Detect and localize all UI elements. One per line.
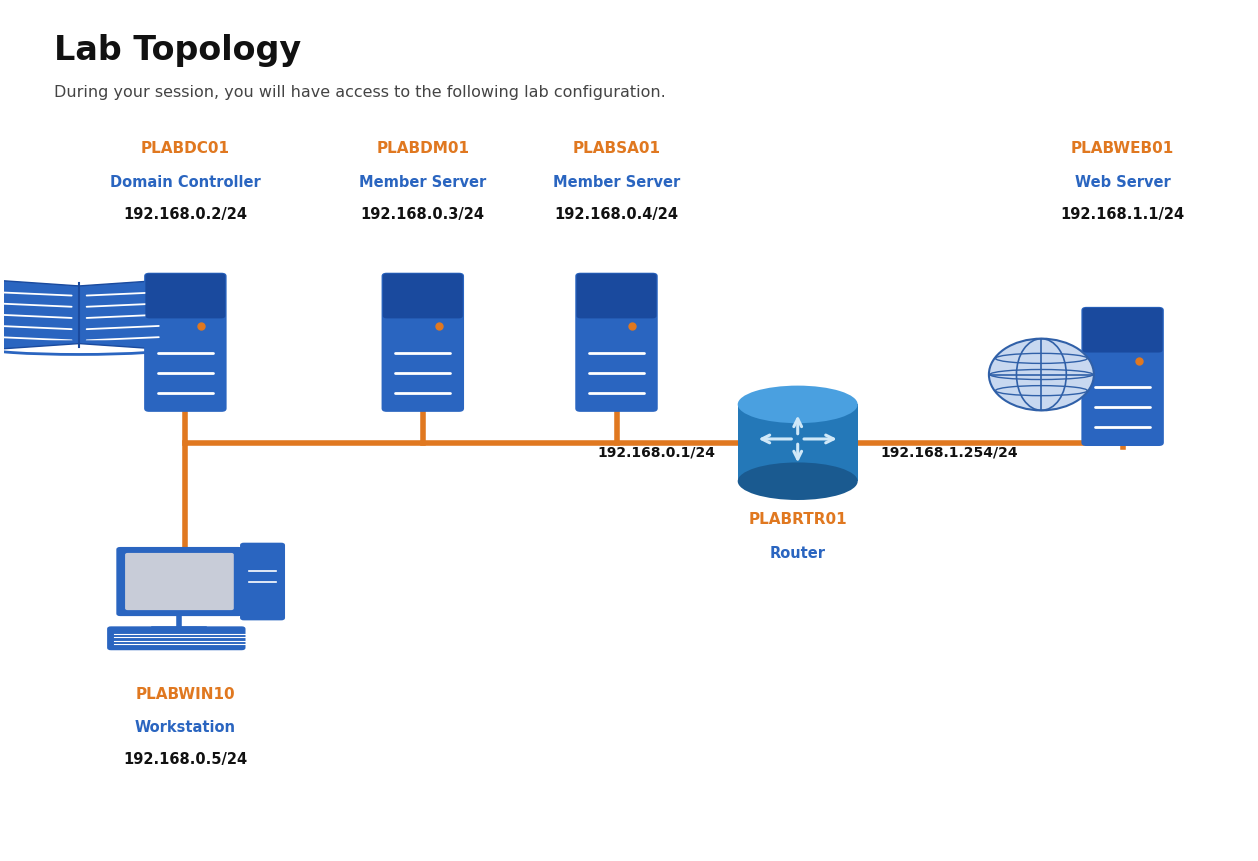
Text: Domain Controller: Domain Controller xyxy=(109,175,260,189)
FancyBboxPatch shape xyxy=(145,274,226,412)
Text: During your session, you will have access to the following lab configuration.: During your session, you will have acces… xyxy=(54,85,665,100)
Text: Router: Router xyxy=(770,546,825,561)
Text: 192.168.0.3/24: 192.168.0.3/24 xyxy=(361,208,484,222)
Polygon shape xyxy=(0,280,79,350)
FancyBboxPatch shape xyxy=(575,274,658,412)
FancyBboxPatch shape xyxy=(125,554,234,610)
Text: PLABWIN10: PLABWIN10 xyxy=(136,686,235,702)
FancyBboxPatch shape xyxy=(381,274,464,412)
Text: Lab Topology: Lab Topology xyxy=(54,34,301,67)
Ellipse shape xyxy=(737,463,858,500)
FancyBboxPatch shape xyxy=(576,275,657,319)
Text: Web Server: Web Server xyxy=(1074,175,1170,189)
FancyBboxPatch shape xyxy=(146,275,225,319)
Text: PLABWEB01: PLABWEB01 xyxy=(1071,140,1174,156)
FancyBboxPatch shape xyxy=(1082,307,1164,447)
Text: 192.168.0.1/24: 192.168.0.1/24 xyxy=(598,445,716,459)
Ellipse shape xyxy=(737,387,858,424)
Circle shape xyxy=(989,339,1094,411)
FancyBboxPatch shape xyxy=(240,543,286,621)
Text: 192.168.0.5/24: 192.168.0.5/24 xyxy=(123,751,248,766)
Text: PLABDM01: PLABDM01 xyxy=(376,140,469,156)
Text: 192.168.1.254/24: 192.168.1.254/24 xyxy=(881,445,1018,459)
Text: 192.168.1.1/24: 192.168.1.1/24 xyxy=(1060,208,1185,222)
Text: PLABRTR01: PLABRTR01 xyxy=(749,511,847,526)
Text: Member Server: Member Server xyxy=(360,175,487,189)
Text: 192.168.0.2/24: 192.168.0.2/24 xyxy=(123,208,248,222)
Text: PLABDC01: PLABDC01 xyxy=(141,140,230,156)
FancyBboxPatch shape xyxy=(116,548,243,616)
Text: PLABSA01: PLABSA01 xyxy=(572,140,660,156)
FancyBboxPatch shape xyxy=(382,275,463,319)
Polygon shape xyxy=(79,280,172,350)
FancyBboxPatch shape xyxy=(107,627,245,651)
Text: Member Server: Member Server xyxy=(552,175,681,189)
Text: Workstation: Workstation xyxy=(135,719,235,734)
Text: 192.168.0.4/24: 192.168.0.4/24 xyxy=(555,208,678,222)
Polygon shape xyxy=(737,405,858,481)
FancyBboxPatch shape xyxy=(1083,308,1162,353)
